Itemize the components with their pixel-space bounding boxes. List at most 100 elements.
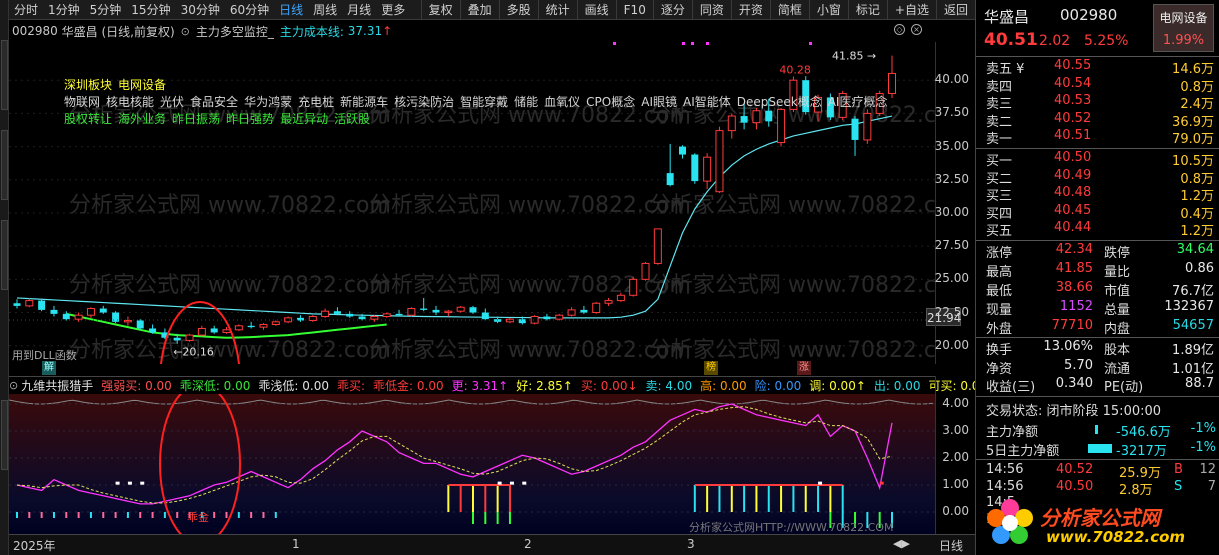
candle[interactable]	[691, 153, 699, 184]
candle[interactable]	[74, 312, 83, 322]
candle[interactable]	[420, 297, 428, 312]
candle[interactable]	[210, 325, 218, 334]
side-tab[interactable]	[1, 220, 8, 290]
candle[interactable]	[432, 305, 440, 316]
candle[interactable]	[259, 323, 268, 330]
period-label[interactable]: 日线	[939, 539, 964, 553]
period-tab[interactable]: 1分钟	[48, 2, 80, 17]
concept-tag[interactable]: 电网设备	[118, 78, 167, 92]
candle[interactable]	[580, 305, 588, 314]
candle[interactable]	[13, 299, 21, 309]
candle[interactable]	[629, 276, 638, 297]
concept-tag[interactable]: 昨日振荡	[172, 112, 221, 126]
period-tab[interactable]: 5分钟	[89, 2, 122, 17]
chart-options-icon[interactable]: ◇	[894, 24, 905, 35]
tool-button[interactable]: 叠加	[459, 0, 499, 20]
side-tab[interactable]	[1, 130, 8, 200]
concept-tag[interactable]: 核电核能	[106, 95, 155, 109]
candle[interactable]	[321, 308, 330, 318]
candle[interactable]	[38, 299, 46, 312]
candle[interactable]	[382, 312, 391, 318]
period-tab[interactable]: 日线	[279, 2, 304, 17]
candle[interactable]	[112, 311, 120, 324]
candle[interactable]	[346, 311, 354, 318]
period-tab[interactable]: 30分钟	[180, 2, 220, 17]
candle[interactable]	[592, 301, 601, 314]
candle[interactable]	[740, 102, 748, 130]
candle[interactable]	[481, 308, 489, 321]
candle[interactable]	[703, 153, 712, 190]
concept-tag[interactable]: 活跃股	[334, 112, 371, 126]
candle[interactable]	[765, 98, 773, 127]
candle[interactable]	[727, 113, 736, 139]
tool-button[interactable]: 统计	[537, 0, 577, 20]
candle[interactable]	[358, 313, 366, 321]
candle[interactable]	[333, 307, 341, 316]
candle[interactable]	[395, 309, 403, 317]
concept-tag[interactable]: 光伏	[160, 95, 185, 109]
tool-button[interactable]: 标记	[847, 0, 887, 20]
candle[interactable]	[863, 109, 872, 144]
candle[interactable]	[505, 317, 514, 324]
concept-tag[interactable]: AI智能体	[682, 95, 731, 109]
candle[interactable]	[62, 311, 70, 321]
period-tab[interactable]: 更多	[381, 2, 406, 17]
candle[interactable]	[838, 90, 847, 121]
candle[interactable]	[284, 316, 293, 324]
concept-tag[interactable]: 血氧仪	[544, 95, 581, 109]
tool-button[interactable]: 逐分	[652, 0, 692, 20]
candle[interactable]	[370, 315, 379, 322]
concept-tag[interactable]: AI医疗概念	[827, 95, 888, 109]
candle[interactable]	[407, 307, 416, 317]
candle[interactable]	[136, 319, 144, 330]
candle[interactable]	[653, 228, 662, 265]
candle[interactable]	[543, 313, 551, 321]
period-tab[interactable]: 周线	[313, 2, 338, 17]
candle[interactable]	[185, 333, 194, 342]
candle[interactable]	[296, 315, 304, 322]
candle[interactable]	[678, 145, 686, 159]
tool-button[interactable]: 画线	[576, 0, 616, 20]
tool-button[interactable]: 开资	[730, 0, 770, 20]
candle[interactable]	[308, 315, 317, 322]
indicator-settings-icon[interactable]: ⊙	[9, 379, 19, 392]
marker-rank[interactable]: 榜	[704, 361, 718, 375]
candle[interactable]	[604, 297, 613, 306]
candle[interactable]	[247, 321, 255, 329]
candle[interactable]	[555, 313, 564, 321]
side-tab[interactable]	[1, 40, 8, 110]
candle[interactable]	[567, 307, 576, 317]
candle[interactable]	[86, 307, 95, 318]
tool-button[interactable]: 同资	[691, 0, 731, 20]
candle[interactable]	[271, 320, 280, 326]
candle[interactable]	[99, 305, 107, 314]
candle[interactable]	[715, 126, 724, 194]
marker-limit-up[interactable]: 涨	[797, 361, 811, 375]
candle[interactable]	[518, 316, 526, 325]
concept-tag[interactable]: 智能穿戴	[460, 95, 509, 109]
tool-button[interactable]: 小窗	[808, 0, 848, 20]
tool-button[interactable]: 多股	[498, 0, 538, 20]
candle[interactable]	[25, 297, 34, 308]
scroll-left-icon[interactable]: ◀▶	[893, 537, 910, 550]
concept-tag[interactable]: 核污染防治	[394, 95, 455, 109]
concept-tag[interactable]: CPO概念	[586, 95, 636, 109]
concept-tag[interactable]: 股权转让	[64, 112, 113, 126]
concept-tag[interactable]: 最近异动	[280, 112, 329, 126]
candle[interactable]	[234, 324, 243, 332]
tool-button[interactable]: 复权	[420, 0, 460, 20]
tool-button[interactable]: F10	[615, 0, 653, 20]
candle[interactable]	[826, 93, 834, 121]
candle[interactable]	[752, 108, 761, 130]
candle[interactable]	[789, 76, 798, 113]
candle[interactable]	[173, 333, 181, 344]
concept-tag[interactable]: 食品安全	[190, 95, 239, 109]
indicator-name[interactable]: 主力多空监控_	[195, 24, 274, 39]
tool-button[interactable]: +自选	[886, 0, 936, 20]
marker-unlock[interactable]: 解	[42, 361, 56, 375]
settings-icon[interactable]: ⊙	[180, 24, 190, 38]
concept-tag[interactable]: 物联网	[64, 95, 101, 109]
candle[interactable]	[851, 116, 859, 156]
concept-tag[interactable]: 深圳板块	[64, 78, 113, 92]
period-tab[interactable]: 15分钟	[131, 2, 171, 17]
